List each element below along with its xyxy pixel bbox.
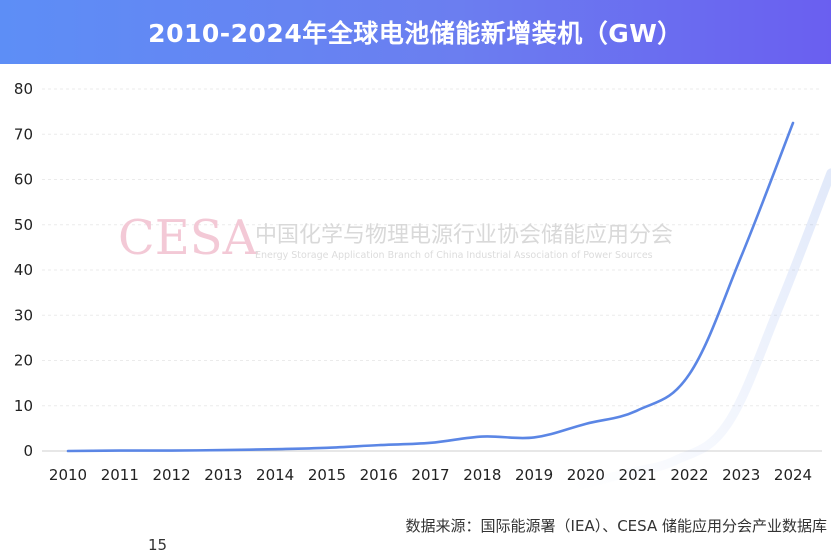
x-tick-label: 2016 [360,466,398,484]
x-axis-ticks: 2010 2011 2012 2013 2014 2015 2016 2017 2018 2019… [49,466,812,484]
y-tick-label: 80 [14,80,33,98]
x-tick-label: 2023 [722,466,760,484]
x-tick-label: 2011 [101,466,139,484]
y-tick-label: 70 [14,125,33,143]
y-tick-label: 50 [14,216,33,234]
y-tick-label: 10 [14,397,33,415]
y-tick-label: 30 [14,306,33,324]
x-tick-label: 2017 [411,466,449,484]
watermark-org-en: Energy Storage Application Branch of Chi… [255,250,653,261]
x-tick-label: 2019 [515,466,553,484]
y-tick-label: 0 [23,442,33,460]
watermark-logo: CESA [118,210,259,266]
x-tick-label: 2014 [256,466,294,484]
x-tick-label: 2015 [308,466,346,484]
source-note: 数据来源：国际能源署（IEA）、CESA 储能应用分会产业数据库 [405,517,827,535]
series-path [66,121,795,453]
watermark: CESA 中国化学与物理电源行业协会储能应用分会 Energy Storage … [118,210,673,266]
shadow-curve [567,168,831,492]
y-axis-ticks: 0 10 20 30 40 50 60 70 80 [14,80,33,460]
chart-area: CESA 中国化学与物理电源行业协会储能应用分会 Energy Storage … [14,80,831,492]
chart-title-bar: 2010-2024年全球电池储能新增装机（GW） [0,0,831,64]
x-tick-label: 2013 [204,466,242,484]
watermark-org-cn: 中国化学与物理电源行业协会储能应用分会 [255,223,673,248]
x-tick-label: 2022 [670,466,708,484]
y-tick-label: 60 [14,171,33,189]
grid-lines [42,88,822,452]
y-tick-label: 40 [14,261,33,279]
decorative-shadow-curve [567,168,831,492]
y-tick-label: 20 [14,352,33,370]
x-tick-label: 2020 [567,466,605,484]
chart-title: 2010-2024年全球电池储能新增装机（GW） [148,19,683,48]
x-tick-label: 2021 [619,466,657,484]
x-tick-label: 2012 [152,466,190,484]
cut-off-number: 15 [148,536,168,554]
x-tick-label: 2024 [774,466,812,484]
series-line [66,121,795,453]
x-tick-label: 2018 [463,466,501,484]
x-tick-label: 2010 [49,466,87,484]
